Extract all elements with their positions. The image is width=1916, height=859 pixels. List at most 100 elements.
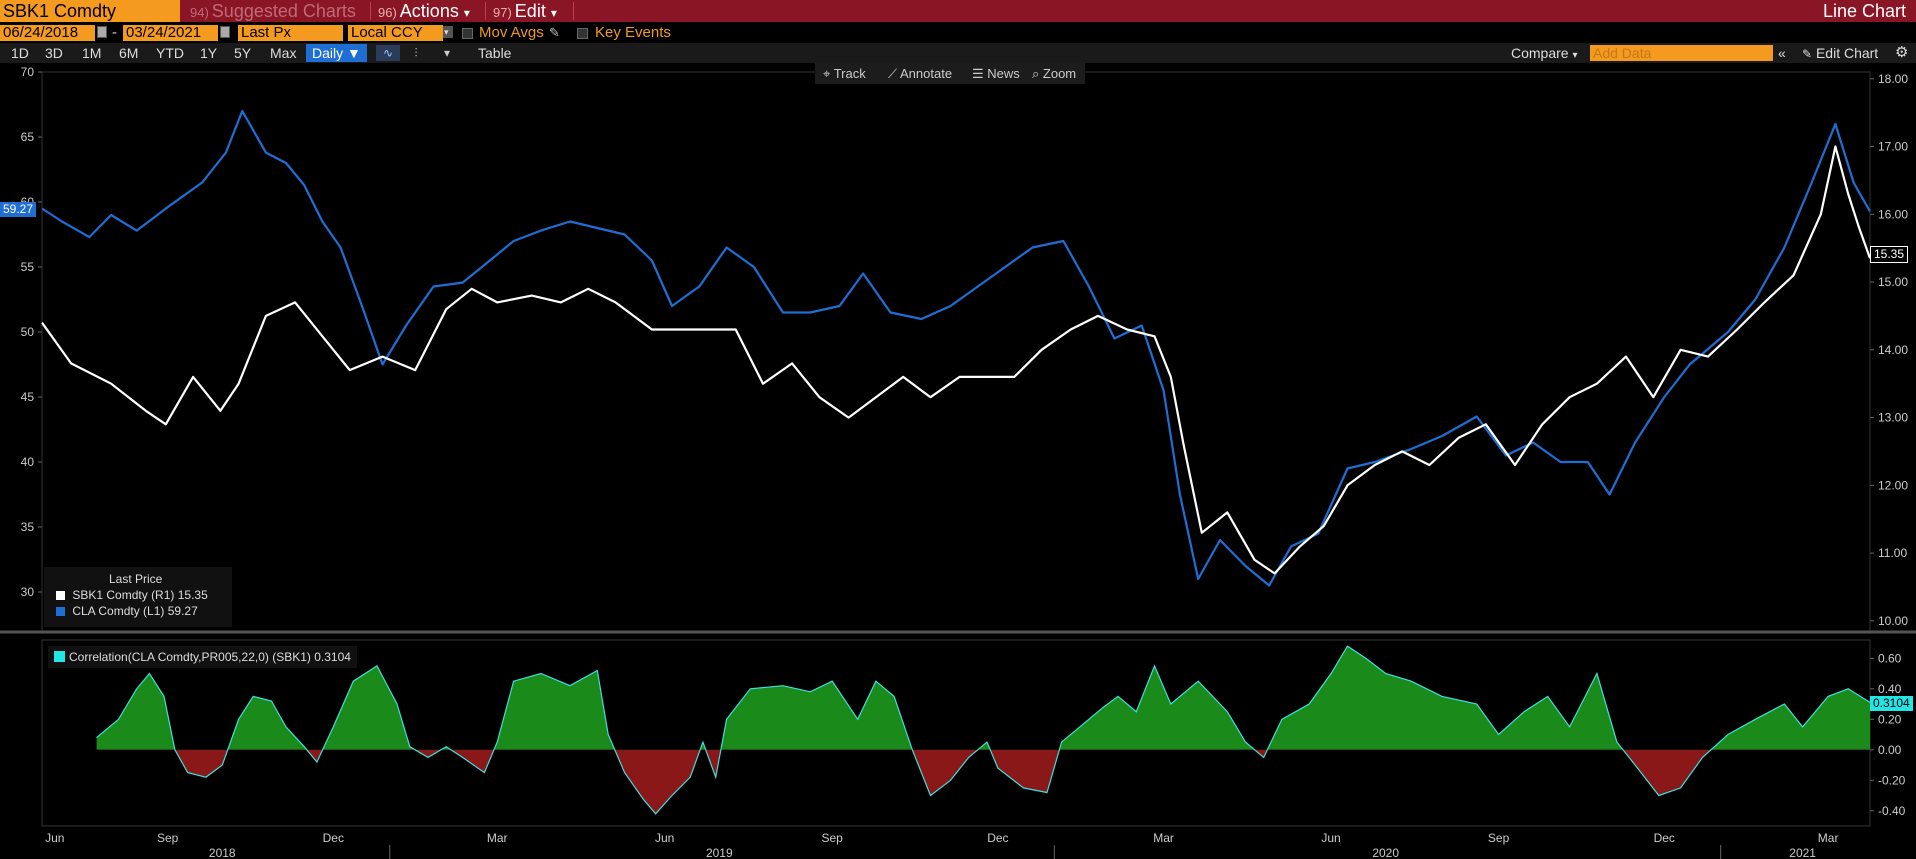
corr-axis-tick-label: -0.20 [1878, 773, 1906, 787]
right-axis-tick-label: 17.00 [1878, 140, 1908, 154]
corr-positive-area [96, 646, 1870, 750]
chart-canvas[interactable]: 70656055504540353018.0017.0016.0015.0014… [0, 63, 1916, 859]
frequency-selector[interactable]: Daily ▼ [306, 44, 367, 62]
right-axis-tick-label: 11.00 [1878, 546, 1907, 560]
legend-series-value: 59.27 [167, 604, 198, 618]
date-range-separator: - [112, 24, 117, 41]
price-legend[interactable]: Last Price SBK1 Comdty (R1) 15.35 CLA Co… [44, 567, 232, 627]
table-button[interactable]: Table [478, 45, 512, 61]
period-6m-button[interactable]: 6M [119, 45, 139, 61]
x-axis-year-label: 2021 [1789, 846, 1816, 859]
period-1m-button[interactable]: 1M [82, 45, 102, 61]
compare-button[interactable]: Compare ▾ [1511, 44, 1578, 62]
news-icon: ☰ [972, 66, 984, 81]
pencil-icon[interactable]: ✎ [549, 25, 560, 40]
period-3d-button[interactable]: 3D [45, 45, 63, 61]
news-tool[interactable]: ☰ News [972, 63, 1020, 84]
actions-label: Actions [399, 1, 459, 21]
x-axis-month-label: Sep [822, 831, 844, 845]
left-last-value-tag: 59.27 [0, 202, 37, 217]
legend-series-axis: (L1) [143, 604, 165, 618]
x-axis-month-label: Mar [1153, 831, 1174, 845]
x-axis-month-label: Jun [1321, 831, 1340, 845]
left-axis-tick-label: 65 [21, 130, 35, 144]
x-axis-month-label: Jun [45, 831, 64, 845]
magnifier-icon: ⌕ [1032, 66, 1040, 81]
right-last-value-tag: 15.35 [1870, 246, 1909, 263]
edit-num: 97) [493, 5, 512, 20]
x-axis-month-label: Jun [655, 831, 674, 845]
legend-series-name: SBK1 Comdty [72, 588, 148, 602]
actions-menu[interactable]: 96) Actions ▾ [378, 0, 470, 22]
edit-menu[interactable]: 97) Edit ▾ [493, 0, 557, 22]
right-axis-tick-label: 16.00 [1878, 207, 1908, 221]
collapse-left-icon[interactable]: « [1778, 45, 1786, 61]
crosshair-icon: ⌖ [823, 66, 831, 81]
chevron-down-icon[interactable]: ▾ [435, 45, 459, 61]
chart-overlay-tools: ⌖ Track ⟋ Annotate ☰ News ⌕ Zoom [815, 63, 1085, 84]
calendar-icon[interactable] [97, 26, 107, 38]
gear-icon[interactable]: ⚙ [1895, 44, 1909, 61]
left-axis-tick-label: 55 [21, 260, 35, 274]
pencil-icon: ✎ [1802, 47, 1813, 61]
calendar-icon[interactable] [220, 26, 230, 38]
period-max-button[interactable]: Max [270, 45, 297, 61]
period-bar: 1D 3D 1M 6M YTD 1Y 5Y Max Daily ▼ ∿ ⫶ ▾ … [0, 43, 1916, 63]
edit-chart-button[interactable]: ✎ Edit Chart [1802, 44, 1878, 62]
main-plot-frame [41, 71, 1871, 632]
window-title: Line Chart [1822, 1, 1906, 21]
right-axis-tick-label: 18.00 [1878, 72, 1908, 86]
chevron-down-icon[interactable]: ▾ [443, 26, 453, 38]
period-ytd-button[interactable]: YTD [156, 45, 184, 61]
correlation-legend[interactable]: Correlation(CLA Comdty,PR005,22,0) (SBK1… [48, 646, 357, 668]
suggested-charts-num: 94) [190, 5, 209, 20]
legend-item-sbk1: SBK1 Comdty (R1) 15.35 [56, 588, 208, 602]
x-axis-month-label: Mar [487, 831, 508, 845]
security-ticker-field[interactable]: SBK1 Comdty [0, 0, 180, 22]
x-axis-month-label: Mar [1818, 831, 1839, 845]
add-data-input[interactable]: Add Data [1590, 45, 1773, 61]
legend-swatch [56, 607, 65, 617]
period-5y-button[interactable]: 5Y [234, 45, 252, 61]
bar-style-icon[interactable]: ⫶ [404, 45, 428, 61]
field-selector[interactable]: Last Px [238, 25, 343, 41]
news-label: News [987, 66, 1020, 81]
left-axis-tick-label: 30 [21, 585, 35, 599]
end-date-field[interactable]: 03/24/2021 [123, 25, 218, 41]
legend-header: Last Price [109, 572, 163, 586]
chevron-down-icon: ▾ [550, 6, 557, 20]
cla-series-line [41, 109, 1871, 587]
corr-axis-tick-label: -0.40 [1878, 804, 1906, 818]
left-axis-tick-label: 70 [21, 65, 35, 79]
corr-axis-tick-label: 0.20 [1878, 712, 1902, 726]
period-1d-button[interactable]: 1D [11, 45, 29, 61]
suggested-charts-menu[interactable]: 94) Suggested Charts [190, 0, 356, 22]
period-1y-button[interactable]: 1Y [200, 45, 218, 61]
legend-series-value: 15.35 [177, 588, 208, 602]
chevron-down-icon: ▾ [1572, 50, 1578, 61]
chevron-down-icon: ▾ [463, 6, 470, 20]
line-chart-icon[interactable]: ∿ [376, 45, 400, 61]
options-bar: 06/24/2018 - 03/24/2021 Last Px Local CC… [0, 23, 1916, 43]
currency-selector[interactable]: Local CCY [348, 25, 443, 41]
key-events-checkbox[interactable] [577, 28, 588, 39]
left-axis-tick-label: 45 [21, 390, 35, 404]
top-menu-bar: SBK1 Comdty 94) Suggested Charts 96) Actio… [0, 0, 1916, 22]
left-axis-tick-label: 50 [21, 325, 35, 339]
actions-num: 96) [378, 5, 397, 20]
track-tool[interactable]: ⌖ Track [823, 63, 866, 84]
key-events-label: Key Events [595, 24, 671, 41]
zoom-tool[interactable]: ⌕ Zoom [1032, 63, 1076, 84]
x-axis-month-label: Dec [987, 831, 1008, 845]
zoom-label: Zoom [1042, 66, 1077, 81]
x-axis-month-label: Dec [1654, 831, 1675, 845]
x-axis-month-label: Sep [157, 831, 179, 845]
annotate-tool[interactable]: ⟋ Annotate [888, 63, 952, 84]
right-axis-tick-label: 10.00 [1878, 614, 1908, 628]
corr-axis-tick-label: 0.40 [1878, 682, 1902, 696]
mov-avgs-checkbox[interactable] [462, 28, 473, 39]
corr-axis-tick-label: 0.00 [1878, 743, 1902, 757]
edit-label: Edit [514, 1, 546, 21]
start-date-field[interactable]: 06/24/2018 [0, 25, 95, 41]
legend-swatch [54, 651, 65, 662]
